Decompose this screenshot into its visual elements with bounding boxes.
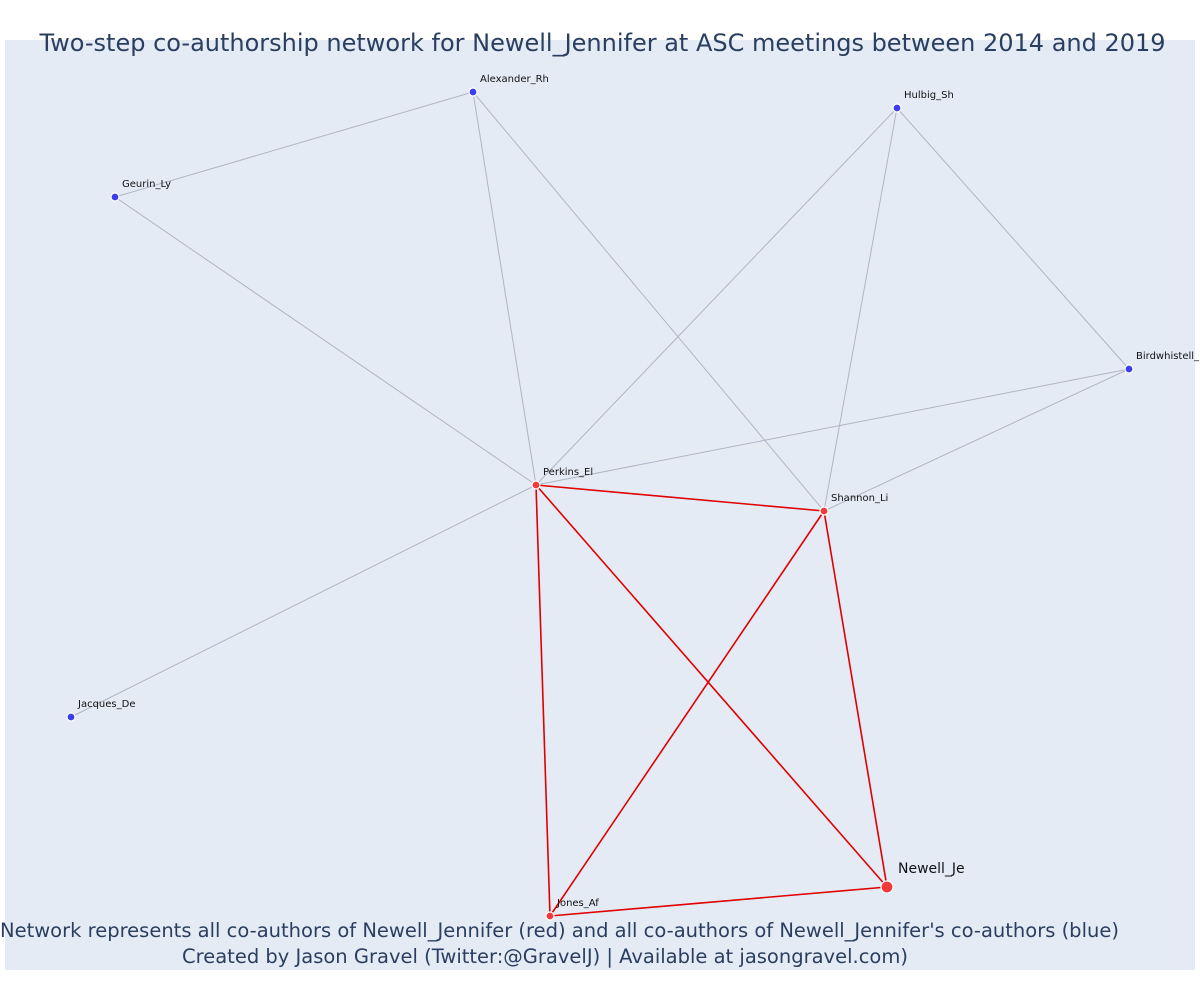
node-jacques-de[interactable] [66, 712, 76, 722]
edge-jacques-de-perkins-el [70, 484, 537, 718]
edge-layer [70, 91, 1130, 917]
node-perkins-el[interactable] [531, 480, 541, 490]
chart-title: Two-step co-authorship network for Newel… [39, 29, 1166, 57]
edge-alexander-rh-perkins-el [472, 91, 537, 486]
node-label-hulbig-sh: Hulbig_Sh [904, 90, 954, 101]
edge-alexander-rh-shannon-li [472, 91, 825, 512]
node-geurin-ly[interactable] [110, 192, 120, 202]
edge-jones-af-newell-je [549, 886, 888, 917]
edge-hulbig-sh-shannon-li [823, 107, 898, 512]
node-label-jacques-de: Jacques_De [77, 699, 135, 710]
node-alexander-rh[interactable] [468, 87, 478, 97]
edge-birdwhistell-perkins-el [535, 368, 1130, 486]
node-hulbig-sh[interactable] [892, 103, 902, 113]
node-label-newell-je: Newell_Je [898, 861, 965, 877]
edge-perkins-el-newell-je [535, 484, 888, 888]
node-jones-af[interactable] [545, 911, 555, 921]
edge-perkins-el-jones-af [535, 484, 551, 917]
node-layer [66, 87, 1134, 921]
edge-geurin-ly-perkins-el [114, 196, 537, 486]
edge-shannon-li-jones-af [549, 510, 825, 917]
edge-hulbig-sh-birdwhistell [896, 107, 1130, 370]
node-label-jones-af: Jones_Af [556, 898, 599, 909]
edge-hulbig-sh-perkins-el [535, 107, 898, 486]
edge-perkins-el-shannon-li [535, 484, 825, 512]
node-newell-je[interactable] [880, 880, 894, 894]
edge-birdwhistell-shannon-li [823, 368, 1130, 512]
node-label-perkins-el: Perkins_El [543, 467, 593, 478]
node-label-shannon-li: Shannon_Li [831, 493, 888, 504]
node-label-geurin-ly: Geurin_Ly [122, 179, 171, 190]
edge-alexander-rh-geurin-ly [114, 91, 474, 198]
edge-shannon-li-newell-je [823, 510, 888, 888]
label-layer: Newell_Je Perkins_El Shannon_Li Jones_Af Ale… [77, 74, 1200, 909]
footer-credit: Created by Jason Gravel (Twitter:@Gravel… [182, 945, 908, 968]
plot-background [5, 40, 1195, 970]
footer-caption: Network represents all co-authors of New… [0, 919, 1119, 942]
node-label-birdwhistell: Birdwhistell_ [1136, 351, 1200, 362]
node-shannon-li[interactable] [819, 506, 829, 516]
node-label-alexander-rh: Alexander_Rh [480, 74, 549, 85]
node-birdwhistell[interactable] [1124, 364, 1134, 374]
